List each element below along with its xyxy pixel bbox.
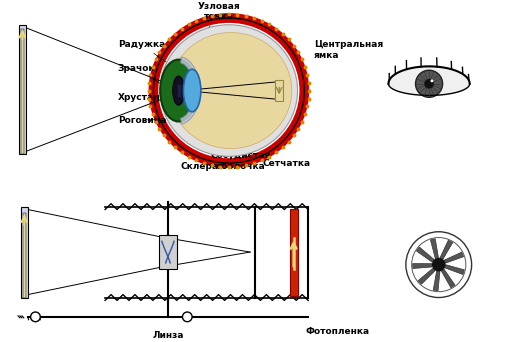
Text: Роговица: Роговица — [118, 116, 166, 124]
Bar — [105, 207, 308, 298]
Ellipse shape — [183, 69, 201, 112]
Ellipse shape — [170, 32, 292, 148]
Polygon shape — [445, 265, 464, 275]
Text: Сосудистая
оболочка: Сосудистая оболочка — [210, 152, 271, 171]
Ellipse shape — [160, 25, 298, 156]
Circle shape — [415, 70, 443, 97]
Polygon shape — [444, 252, 464, 263]
Text: Радужка: Радужка — [118, 40, 168, 64]
Ellipse shape — [173, 76, 184, 105]
Circle shape — [424, 79, 434, 89]
Polygon shape — [441, 269, 455, 288]
Bar — [159, 235, 177, 269]
Polygon shape — [418, 268, 435, 284]
Bar — [275, 80, 283, 101]
Ellipse shape — [160, 60, 197, 121]
Polygon shape — [431, 239, 438, 259]
Text: Сетчатка: Сетчатка — [263, 159, 311, 168]
Polygon shape — [413, 264, 432, 268]
Bar — [21, 207, 27, 298]
Polygon shape — [440, 240, 453, 259]
Text: Линза: Линза — [152, 331, 184, 340]
Bar — [290, 209, 298, 295]
Ellipse shape — [153, 18, 304, 163]
Circle shape — [432, 258, 445, 272]
Text: Фотопленка: Фотопленка — [305, 327, 370, 336]
Polygon shape — [388, 66, 470, 95]
Circle shape — [431, 79, 434, 82]
Text: Склера: Склера — [181, 162, 219, 171]
Text: Хрусталик: Хрусталик — [118, 93, 189, 109]
Text: Зрачок: Зрачок — [118, 64, 173, 91]
Circle shape — [182, 312, 192, 322]
Text: Центральная
ямка: Центральная ямка — [314, 40, 383, 60]
Polygon shape — [181, 57, 200, 124]
Polygon shape — [433, 271, 440, 291]
Text: Узловая
точка: Узловая точка — [182, 2, 241, 71]
Polygon shape — [416, 247, 434, 262]
Circle shape — [31, 312, 40, 322]
Bar — [19, 25, 26, 154]
